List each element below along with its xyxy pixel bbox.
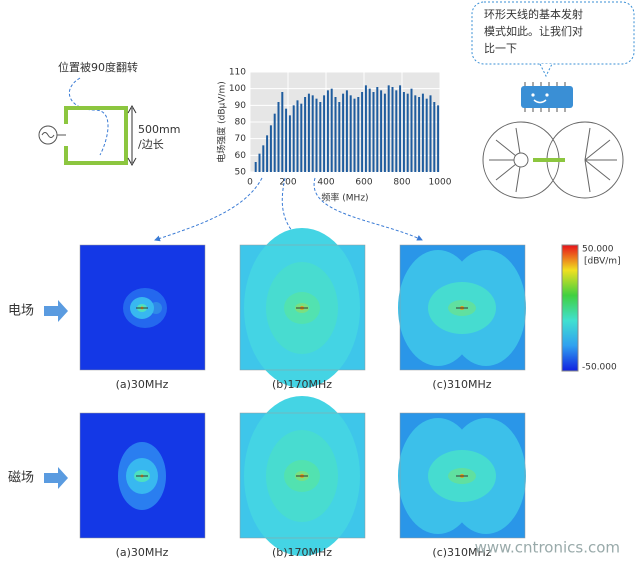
- bar: [433, 102, 436, 172]
- bubble-text: 比一下: [484, 42, 517, 55]
- bar: [395, 90, 398, 172]
- bar: [277, 102, 280, 172]
- bar: [296, 100, 299, 172]
- x-axis-label: 频率 (MHz): [321, 192, 368, 204]
- watermark: www.cntronics.com: [475, 539, 620, 557]
- colorbar-max: 50.000: [582, 245, 614, 255]
- bar: [399, 85, 402, 172]
- y-tick-label: 90: [235, 101, 247, 111]
- y-axis-label: 电场强度 (dBμV/m): [216, 81, 228, 162]
- bubble-text: 环形天线的基本发射: [484, 7, 583, 21]
- bar: [402, 92, 405, 172]
- y-tick-label: 80: [235, 118, 247, 128]
- colorbar-unit: [dBV/m]: [584, 257, 621, 267]
- map-label: (a)30MHz: [116, 546, 169, 559]
- x-tick-label: 200: [279, 178, 296, 188]
- bar: [319, 102, 322, 172]
- bar-chart: 电场强度 (dBμV/m) 频率 (MHz) 50 60 70 80 90 100 110 0…: [216, 68, 452, 204]
- x-tick-label: 0: [247, 178, 253, 188]
- bar: [406, 93, 409, 172]
- color-bar: 50.000 [dBV/m] -50.000: [561, 244, 621, 373]
- bar: [292, 105, 295, 172]
- x-tick-label: 400: [317, 178, 334, 188]
- map-label: (b)170MHz: [272, 546, 332, 559]
- map-label: (a)30MHz: [116, 378, 169, 391]
- y-tick-label: 50: [235, 168, 247, 178]
- bar: [285, 108, 288, 172]
- field-maps: (a)30MHz (b)170MHz (c)310MHz (a)30MHz (b)170…: [79, 228, 526, 559]
- bar: [334, 97, 337, 172]
- colorbar-min: -50.000: [582, 363, 617, 373]
- bar: [254, 162, 257, 172]
- bar: [364, 85, 367, 172]
- speech-bubble: 环形天线的基本发射 模式如此。让我们对 比一下: [471, 1, 635, 112]
- y-tick-label: 100: [229, 84, 246, 94]
- bar: [338, 102, 341, 172]
- x-tick-label: 1000: [429, 178, 452, 188]
- bar: [323, 95, 326, 172]
- y-tick-label: 70: [235, 134, 247, 144]
- bar: [380, 90, 383, 172]
- x-tick-label: 600: [355, 178, 372, 188]
- bar: [326, 90, 329, 172]
- bar: [391, 87, 394, 172]
- rotation-note: 位置被90度翻转: [58, 60, 138, 74]
- bar: [372, 92, 375, 172]
- bar: [330, 88, 333, 172]
- map-label: (c)310MHz: [432, 378, 491, 391]
- map-frame: [79, 244, 206, 371]
- bar: [383, 93, 386, 172]
- bar: [357, 97, 360, 172]
- bar: [304, 97, 307, 172]
- row-label: 电场: [8, 304, 34, 319]
- bar: [414, 95, 417, 172]
- map-frame: [239, 244, 366, 371]
- bar: [353, 98, 356, 172]
- x-tick-label: 800: [393, 178, 410, 188]
- bar: [376, 87, 379, 172]
- arrow: [44, 300, 68, 322]
- bar: [266, 135, 269, 172]
- bar: [418, 97, 421, 172]
- bar: [258, 153, 261, 172]
- map-frame: [239, 412, 366, 539]
- antenna-diagram: 位置被90度翻转 500mm /边长: [36, 60, 180, 167]
- bar: [307, 93, 310, 172]
- bar: [345, 90, 348, 172]
- size-label: /边长: [138, 138, 164, 151]
- map-label: (c)310MHz: [432, 546, 491, 559]
- bubble-text: 模式如此。让我们对: [484, 24, 583, 38]
- bar: [429, 95, 432, 172]
- bar: [437, 105, 440, 172]
- bar: [425, 98, 428, 172]
- map-label: (b)170MHz: [272, 378, 332, 391]
- map-frame: [399, 244, 526, 371]
- bar: [368, 88, 371, 172]
- radiation-pattern: [482, 121, 624, 199]
- bar: [421, 93, 424, 172]
- y-tick-label: 60: [235, 151, 247, 161]
- arrow: [44, 467, 68, 489]
- map-frame: [79, 412, 206, 539]
- bar: [349, 95, 352, 172]
- bar: [315, 98, 318, 172]
- size-label: 500mm: [138, 123, 180, 136]
- bar: [410, 88, 413, 172]
- bar: [269, 125, 272, 172]
- bar: [387, 85, 390, 172]
- map-frame: [399, 412, 526, 539]
- bar: [288, 115, 291, 172]
- bar: [311, 95, 314, 172]
- y-tick-label: 110: [229, 68, 246, 78]
- bar: [300, 103, 303, 172]
- bar: [361, 92, 364, 172]
- bar: [273, 113, 276, 172]
- row-label: 磁场: [8, 471, 34, 486]
- bar: [342, 93, 345, 172]
- bar: [281, 92, 284, 172]
- bar: [262, 145, 265, 172]
